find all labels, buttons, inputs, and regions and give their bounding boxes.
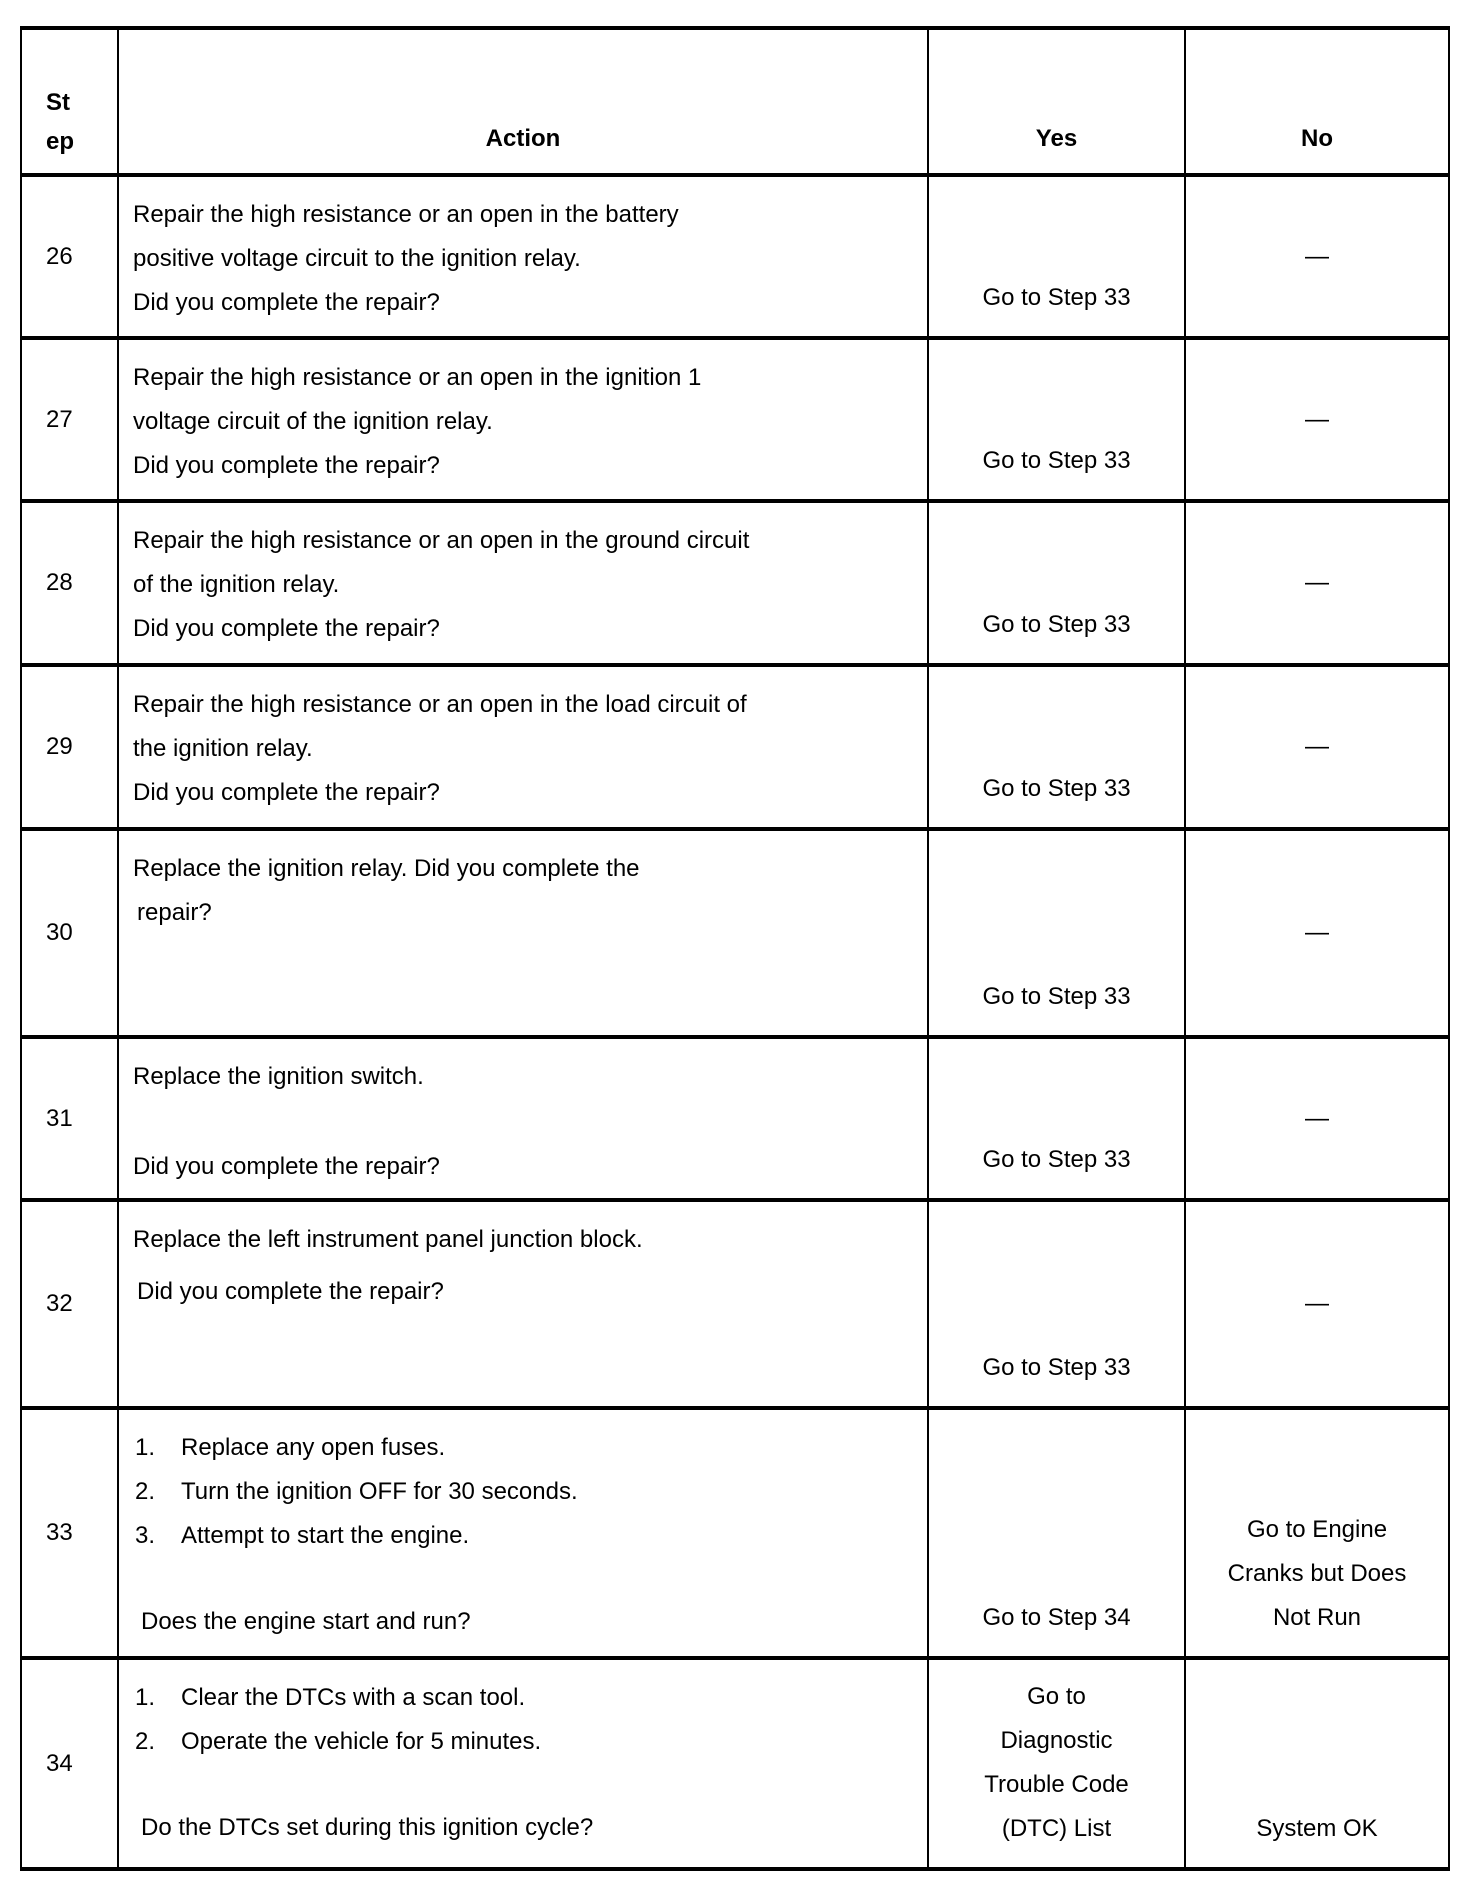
no-cell: Go to Engine Cranks but Does Not Run — [1184, 1406, 1450, 1660]
list-item: 2. Operate the vehicle for 5 minutes. — [135, 1728, 542, 1755]
table-row: 28 Repair the high resistance or an open… — [20, 499, 1450, 667]
no-cell: — — [1184, 173, 1450, 340]
action-line: the ignition relay. — [133, 735, 313, 762]
list-item: 1. Clear the DTCs with a scan tool. — [135, 1684, 526, 1711]
step-number: 32 — [20, 1198, 119, 1410]
list-item: 1. Replace any open fuses. — [135, 1434, 446, 1461]
action-question: Do the DTCs set during this ignition cyc… — [141, 1814, 594, 1841]
action-line: Repair the high resistance or an open in… — [133, 364, 702, 391]
table-row: 34 1. Clear the DTCs with a scan tool. 2.… — [20, 1656, 1450, 1871]
action-cell: 1. Clear the DTCs with a scan tool. 2. Ope… — [117, 1656, 929, 1871]
no-cell: — — [1184, 336, 1450, 503]
step-number: 30 — [20, 827, 119, 1039]
action-cell: Repair the high resistance or an open in… — [117, 173, 929, 340]
yes-cell: Go to Step 33 — [927, 827, 1186, 1039]
yes-cell: Go to Diagnostic Trouble Code (DTC) List — [927, 1656, 1186, 1871]
action-line: Did you complete the repair? — [133, 779, 440, 806]
header-no: No — [1184, 26, 1450, 177]
action-line: Repair the high resistance or an open in… — [133, 201, 679, 228]
action-line: Did you complete the repair? — [133, 289, 440, 316]
list-item: 3. Attempt to start the engine. — [135, 1522, 470, 1549]
table-row: 31 Replace the ignition switch. Did you … — [20, 1035, 1450, 1202]
no-cell: — — [1184, 499, 1450, 667]
action-line: Did you complete the repair? — [133, 1153, 440, 1180]
action-cell: Replace the left instrument panel juncti… — [117, 1198, 929, 1410]
yes-cell: Go to Step 34 — [927, 1406, 1186, 1660]
header-action: Action — [117, 26, 929, 177]
action-question: Does the engine start and run? — [141, 1608, 471, 1635]
action-line: Repair the high resistance or an open in… — [133, 691, 747, 718]
action-cell: 1. Replace any open fuses. 2. Turn the ign… — [117, 1406, 929, 1660]
yes-cell: Go to Step 33 — [927, 336, 1186, 503]
no-cell: — — [1184, 1035, 1450, 1202]
table-row: 29 Repair the high resistance or an open… — [20, 663, 1450, 831]
header-step: St ep — [20, 26, 119, 177]
yes-cell: Go to Step 33 — [927, 663, 1186, 831]
action-line: Repair the high resistance or an open in… — [133, 527, 750, 554]
step-number: 26 — [20, 173, 119, 340]
header-yes: Yes — [927, 26, 1186, 177]
yes-cell: Go to Step 33 — [927, 499, 1186, 667]
action-line: Did you complete the repair? — [137, 1278, 444, 1305]
no-cell: — — [1184, 663, 1450, 831]
step-number: 29 — [20, 663, 119, 831]
yes-cell: Go to Step 33 — [927, 1198, 1186, 1410]
step-number: 27 — [20, 336, 119, 503]
step-number: 33 — [20, 1406, 119, 1660]
action-line: Did you complete the repair? — [133, 452, 440, 479]
action-cell: Repair the high resistance or an open in… — [117, 336, 929, 503]
action-line: Replace the left instrument panel juncti… — [133, 1226, 643, 1253]
table-header: St ep Action Yes No — [20, 26, 1450, 177]
action-cell: Replace the ignition switch. Did you com… — [117, 1035, 929, 1202]
no-cell: System OK — [1184, 1656, 1450, 1871]
no-cell: — — [1184, 1198, 1450, 1410]
table-row: 30 Replace the ignition relay. Did you c… — [20, 827, 1450, 1039]
action-line: repair? — [137, 899, 212, 926]
table-row: 27 Repair the high resistance or an open… — [20, 336, 1450, 503]
no-cell: — — [1184, 827, 1450, 1039]
step-number: 34 — [20, 1656, 119, 1871]
yes-cell: Go to Step 33 — [927, 173, 1186, 340]
action-line: Replace the ignition relay. Did you comp… — [133, 855, 640, 882]
step-number: 28 — [20, 499, 119, 667]
diagnostic-steps-table: St ep Action Yes No 26 Repair the high r… — [20, 26, 1450, 1871]
action-cell: Repair the high resistance or an open in… — [117, 663, 929, 831]
action-cell: Repair the high resistance or an open in… — [117, 499, 929, 667]
action-line: voltage circuit of the ignition relay. — [133, 408, 493, 435]
action-line: Did you complete the repair? — [133, 615, 440, 642]
action-line: positive voltage circuit to the ignition… — [133, 245, 581, 272]
table-row: 26 Repair the high resistance or an open… — [20, 173, 1450, 340]
action-line: Replace the ignition switch. — [133, 1063, 424, 1090]
yes-cell: Go to Step 33 — [927, 1035, 1186, 1202]
list-item: 2. Turn the ignition OFF for 30 seconds. — [135, 1478, 578, 1505]
action-cell: Replace the ignition relay. Did you comp… — [117, 827, 929, 1039]
table-row: 33 1. Replace any open fuses. 2. Turn the … — [20, 1406, 1450, 1660]
action-line: of the ignition relay. — [133, 571, 340, 598]
table-row: 32 Replace the left instrument panel jun… — [20, 1198, 1450, 1410]
step-number: 31 — [20, 1035, 119, 1202]
